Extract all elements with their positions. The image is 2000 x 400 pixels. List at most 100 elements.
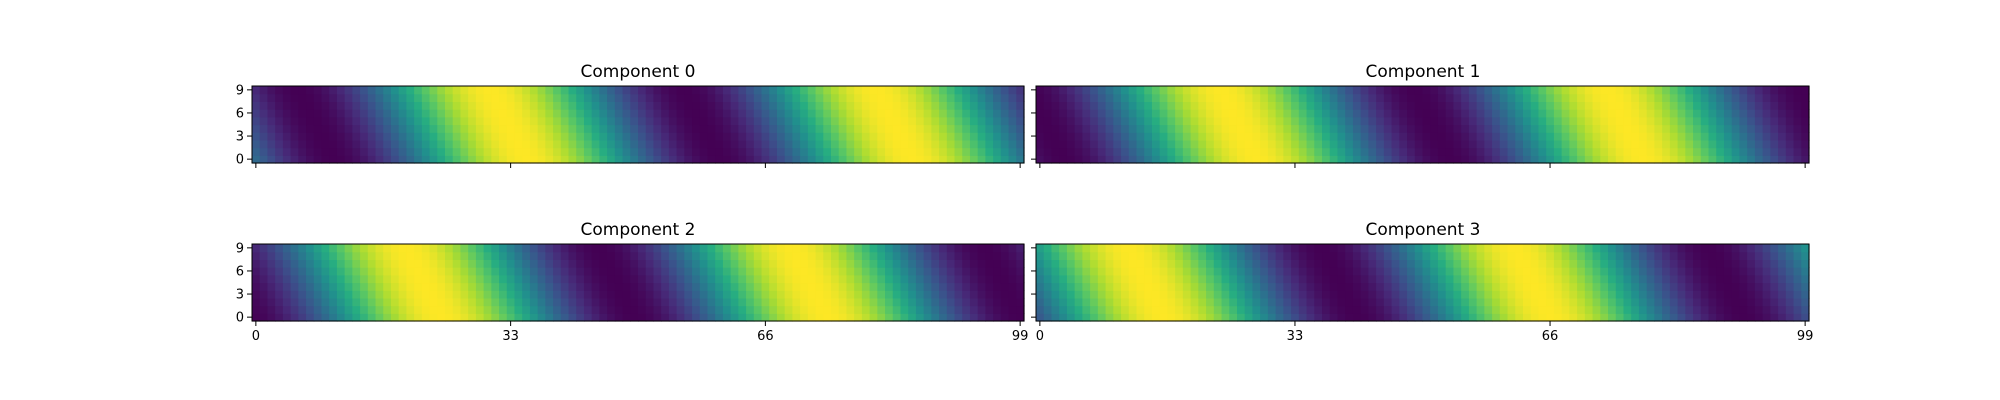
heatmap-cell [1206,132,1215,141]
heatmap-cell [653,155,662,164]
heatmap-cell [352,147,361,156]
heatmap-cell [1801,259,1810,268]
heatmap-cell [1708,274,1717,284]
heatmap-cell [969,290,979,299]
heatmap-cell [398,86,407,95]
heatmap-cell [915,155,925,164]
heatmap-cell [1345,109,1354,118]
heatmap-cell [321,297,330,307]
heatmap-cell [1662,86,1671,95]
heatmap-cell [437,313,446,322]
heatmap-cell [1739,147,1748,156]
heatmap-cell [1306,305,1315,314]
heatmap-cell [1082,132,1091,141]
heatmap-cell [1747,116,1756,126]
heatmap-cell [1553,313,1563,322]
heatmap-cell [1221,147,1230,156]
heatmap-cell [815,155,824,164]
heatmap-cell [1492,244,1501,253]
heatmap-cell [1693,282,1702,291]
heatmap-cell [1136,290,1145,299]
heatmap-cell [722,313,732,322]
heatmap-cell [1615,274,1625,284]
heatmap-cell [738,251,747,260]
heatmap-cell [1291,282,1300,291]
heatmap-cell [1453,290,1462,299]
heatmap-cell [1430,267,1439,276]
heatmap-cell [684,147,693,156]
heatmap-cell [1623,251,1632,260]
heatmap-cell [815,305,824,314]
heatmap-cell [414,93,423,102]
heatmap-cell [1399,124,1408,133]
heatmap-cell [614,282,624,291]
heatmap-cell [1136,124,1145,133]
heatmap-cell [522,305,531,314]
heatmap-cell [699,86,709,95]
heatmap-cell [1206,147,1215,156]
heatmap-cell [1298,282,1308,291]
heatmap-cell [638,282,647,291]
heatmap-cell [522,101,531,110]
heatmap-cell [1739,305,1748,314]
heatmap-cell [421,259,431,268]
heatmap-cell [815,282,824,291]
heatmap-cell [1662,251,1671,260]
heatmap-cell [1345,101,1354,110]
heatmap-cell [676,259,685,268]
heatmap-cell [1144,290,1153,299]
heatmap-cell [468,251,477,260]
heatmap-cell [645,274,655,284]
heatmap-cell [1445,147,1455,156]
heatmap-cell [1716,109,1725,118]
heatmap-cell [1778,116,1787,126]
heatmap-cell [414,297,423,307]
heatmap-cell [1260,93,1269,102]
heatmap-cell [792,124,801,133]
heatmap-cell [753,109,763,118]
heatmap-cell [607,290,616,299]
heatmap-cell [1515,132,1524,141]
heatmap-cell [1190,116,1199,126]
heatmap-cell [290,116,299,126]
heatmap-cell [267,109,276,118]
heatmap-cell [1008,93,1017,102]
heatmap-cell [329,313,338,322]
heatmap-cell [560,282,570,291]
heatmap-cell [753,267,763,276]
heatmap-cell [522,290,531,299]
heatmap-cell [699,290,709,299]
heatmap-cell [1360,109,1369,118]
heatmap-cell [529,147,539,156]
heatmap-cell [1175,155,1184,164]
heatmap-cell [900,86,909,95]
heatmap-cell [252,101,261,110]
heatmap-cell [1399,101,1408,110]
heatmap-cell [885,259,894,268]
heatmap-cell [1206,155,1215,164]
heatmap-cell [1097,101,1107,110]
heatmap-cell [1461,139,1470,149]
heatmap-cell [746,267,755,276]
heatmap-cell [360,251,369,260]
heatmap-cell [1182,251,1192,260]
heatmap-cell [1322,267,1331,276]
heatmap-cell [931,244,940,253]
heatmap-cell [630,109,639,118]
heatmap-cell [367,124,377,133]
heatmap-cell [1569,101,1578,110]
heatmap-cell [383,297,392,307]
heatmap-cell [514,244,523,253]
heatmap-cell [1492,290,1501,299]
heatmap-cell [583,139,593,149]
heatmap-cell [1422,282,1431,291]
heatmap-cell [1074,139,1083,149]
heatmap-cell [1090,93,1099,102]
heatmap-cell [1337,297,1346,307]
heatmap-cell [1731,155,1741,164]
heatmap-cell [923,251,932,260]
heatmap-cell [252,86,261,95]
heatmap-cell [614,290,624,299]
heatmap-cell [367,259,377,268]
heatmap-cell [306,305,315,314]
